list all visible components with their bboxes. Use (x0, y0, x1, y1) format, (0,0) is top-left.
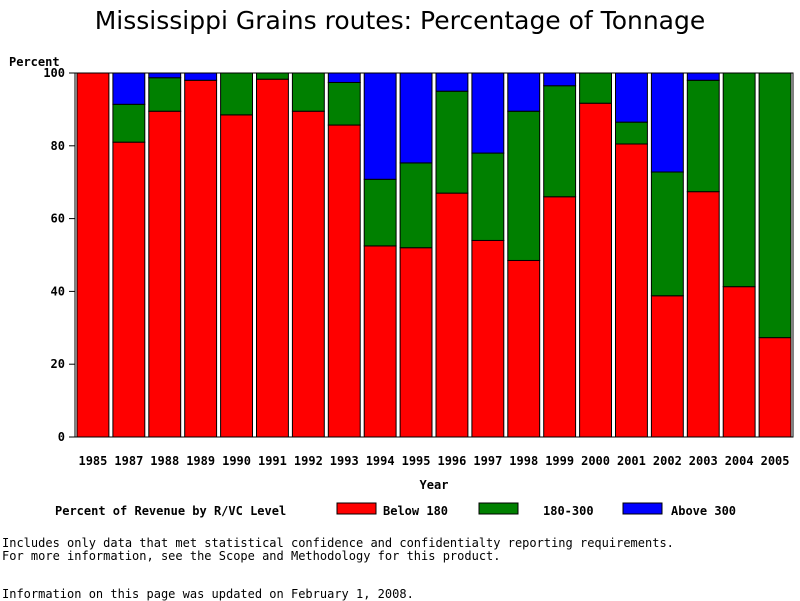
x-tick-label-2000: 2000 (581, 454, 610, 468)
bar-1991-series-0 (256, 78, 289, 438)
legend-label-2: Above 300 (671, 504, 736, 518)
bar-2004-series-1 (722, 72, 756, 288)
y-tick-label-20: 20 (51, 357, 65, 371)
bar-1997-series-0 (471, 239, 505, 438)
bar-2002-series-1 (650, 171, 684, 297)
bar-1987-series-2 (112, 72, 146, 105)
x-tick-label-1989: 1989 (186, 454, 215, 468)
y-tick-label-40: 40 (51, 284, 65, 298)
legend-swatch-2 (622, 502, 663, 515)
bar-2003-series-1 (686, 79, 720, 193)
x-tick-label-1990: 1990 (222, 454, 251, 468)
bars-group (76, 72, 792, 438)
bar-2005-series-0 (758, 337, 792, 438)
bar-2000-series-0 (579, 102, 612, 438)
x-tick-label-1987: 1987 (114, 454, 143, 468)
legend-swatch-1 (478, 502, 519, 515)
bar-1999-series-0 (543, 196, 577, 438)
bar-2001-series-1 (615, 121, 648, 145)
bar-1985-series-0 (76, 72, 110, 438)
legend-label-1: 180-300 (543, 504, 594, 518)
plot-frame (74, 72, 794, 438)
bar-1992-series-1 (291, 72, 325, 112)
bar-1998-series-0 (507, 259, 541, 438)
footnote-updated: Information on this page was updated on … (2, 587, 414, 601)
bar-1997-series-2 (471, 72, 505, 154)
legend-label-0: Below 180 (383, 504, 448, 518)
bar-1999-series-2 (543, 72, 577, 87)
y-tick-label-0: 0 (58, 430, 65, 444)
bar-1998-series-2 (507, 72, 541, 112)
x-tick-label-1998: 1998 (509, 454, 538, 468)
x-tick-label-1992: 1992 (294, 454, 323, 468)
bar-2004-series-0 (722, 286, 756, 438)
bar-1993-series-1 (327, 81, 361, 126)
bar-1994-series-1 (363, 178, 397, 247)
x-tick-label-1988: 1988 (150, 454, 179, 468)
bar-1992-series-0 (291, 110, 325, 438)
bar-1989-series-0 (184, 79, 218, 438)
bar-2003-series-0 (686, 191, 720, 438)
x-tick-label-2005: 2005 (761, 454, 790, 468)
bar-1987-series-1 (112, 103, 146, 143)
bar-2005-series-1 (758, 72, 792, 339)
bar-1989-series-2 (184, 72, 218, 81)
y-tick-label-100: 100 (43, 66, 65, 80)
bar-1994-series-0 (363, 245, 397, 438)
bar-2002-series-0 (650, 295, 684, 438)
bar-1994-series-2 (363, 72, 397, 180)
bar-1993-series-0 (327, 124, 361, 438)
chart-title: Mississippi Grains routes: Percentage of… (94, 6, 706, 35)
bar-1997-series-1 (471, 152, 505, 241)
legend-swatch-0 (336, 502, 377, 515)
x-tick-label-2003: 2003 (689, 454, 718, 468)
x-tick-label-1995: 1995 (402, 454, 431, 468)
x-tick-label-2001: 2001 (617, 454, 646, 468)
bar-1988-series-0 (148, 110, 182, 438)
x-tick-label-1993: 1993 (330, 454, 359, 468)
footnote-confidence: Includes only data that met statistical … (2, 536, 674, 550)
bar-1996-series-2 (435, 72, 469, 92)
bar-1999-series-1 (543, 85, 577, 198)
legend: Percent of Revenue by R/VC Level Below 18… (55, 502, 736, 518)
bar-1990-series-0 (220, 114, 254, 438)
footnote-methodology: For more information, see the Scope and … (2, 549, 501, 563)
bar-1995-series-2 (399, 72, 433, 164)
y-axis-label: Percent (9, 55, 60, 69)
bar-1998-series-1 (507, 110, 541, 261)
bar-1988-series-2 (148, 72, 182, 79)
x-tick-label-1997: 1997 (473, 454, 502, 468)
x-tick-label-1996: 1996 (437, 454, 466, 468)
x-tick-label-2004: 2004 (725, 454, 754, 468)
bar-1988-series-1 (148, 77, 182, 112)
bar-1991-series-1 (256, 72, 289, 80)
y-tick-label-60: 60 (51, 212, 65, 226)
bar-1987-series-0 (112, 141, 146, 438)
bar-2002-series-2 (650, 72, 684, 173)
bar-1995-series-1 (399, 162, 433, 249)
x-tick-label-1991: 1991 (258, 454, 287, 468)
x-tick-label-1994: 1994 (366, 454, 395, 468)
y-tick-label-80: 80 (51, 139, 65, 153)
x-tick-label-1999: 1999 (545, 454, 574, 468)
legend-title: Percent of Revenue by R/VC Level (55, 504, 286, 518)
bar-1995-series-0 (399, 247, 433, 438)
x-tick-label-1985: 1985 (78, 454, 107, 468)
bar-1996-series-0 (435, 192, 469, 438)
x-tick-label-2002: 2002 (653, 454, 682, 468)
bar-1993-series-2 (327, 72, 361, 83)
bar-1996-series-1 (435, 90, 469, 194)
bar-2001-series-0 (615, 143, 648, 438)
bar-2001-series-2 (615, 72, 648, 123)
bar-1990-series-1 (220, 72, 254, 116)
bar-2003-series-2 (686, 72, 720, 81)
x-axis-label: Year (420, 478, 449, 492)
bar-2000-series-1 (579, 72, 612, 104)
